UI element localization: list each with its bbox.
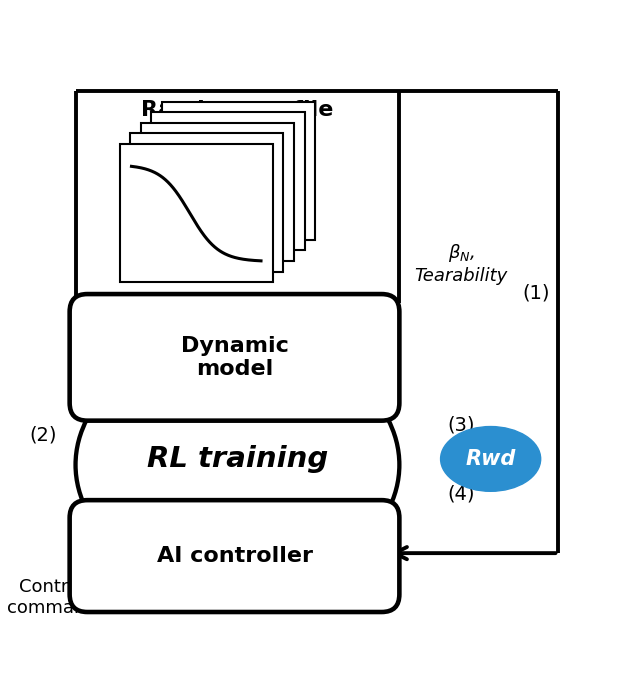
Text: Dynamic
model: Dynamic model [180, 336, 288, 379]
Text: (2): (2) [29, 426, 57, 445]
Text: (4): (4) [448, 485, 475, 504]
Text: AI controller: AI controller [156, 546, 312, 566]
FancyBboxPatch shape [130, 133, 283, 272]
Text: Control
command: Control command [7, 578, 97, 617]
Text: RL training: RL training [147, 445, 328, 473]
Ellipse shape [441, 426, 541, 491]
Text: (3): (3) [448, 416, 475, 435]
FancyBboxPatch shape [162, 102, 315, 240]
FancyBboxPatch shape [69, 500, 399, 612]
Text: (1): (1) [522, 283, 549, 302]
Text: Rwd: Rwd [466, 449, 516, 469]
Text: Random profile
generation: Random profile generation [141, 100, 334, 143]
FancyBboxPatch shape [120, 144, 273, 282]
Text: $\beta_N$,
Tearability: $\beta_N$, Tearability [415, 242, 508, 285]
Text: (1): (1) [252, 298, 280, 317]
FancyBboxPatch shape [69, 294, 399, 421]
FancyBboxPatch shape [141, 122, 294, 261]
FancyBboxPatch shape [151, 112, 304, 251]
